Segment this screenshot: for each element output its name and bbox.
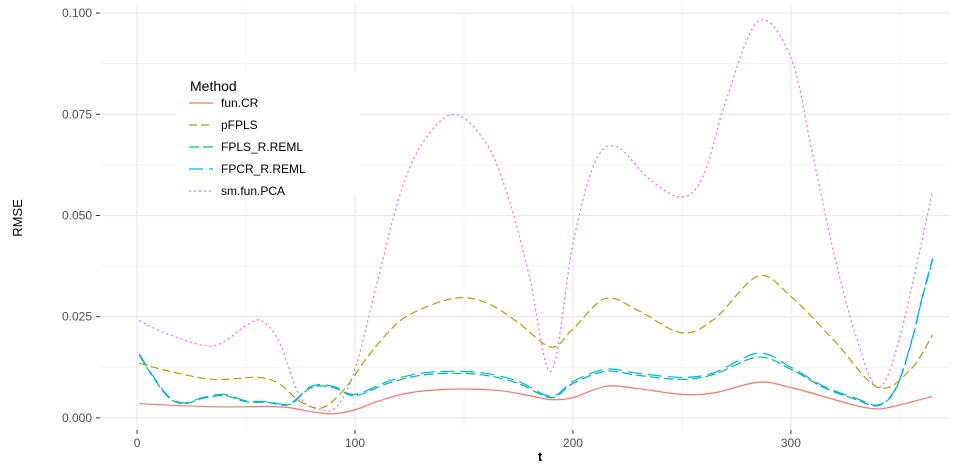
x-tick-label: 300	[781, 436, 801, 450]
legend-label: sm.fun.PCA	[221, 184, 285, 198]
y-tick-label: 0.000	[62, 411, 92, 425]
x-axis-title: t	[538, 449, 543, 464]
legend-title: Method	[190, 78, 237, 94]
y-tick-label: 0.100	[62, 6, 92, 20]
legend-label: FPCR_R.REML	[221, 162, 306, 176]
x-tick-label: 100	[345, 436, 365, 450]
y-tick-label: 0.050	[62, 208, 92, 222]
legend-label: pFPLS	[221, 118, 258, 132]
x-tick-label: 200	[563, 436, 583, 450]
y-axis-title: RMSE	[10, 199, 25, 237]
legend: Method fun.CR pFPLS FPLS_R.REML FPCR_R.REML…	[176, 72, 360, 198]
legend-label: FPLS_R.REML	[221, 140, 303, 154]
y-tick-label: 0.025	[62, 310, 92, 324]
y-tick-label: 0.075	[62, 107, 92, 121]
x-tick-label: 0	[134, 436, 141, 450]
legend-label: fun.CR	[221, 96, 259, 110]
